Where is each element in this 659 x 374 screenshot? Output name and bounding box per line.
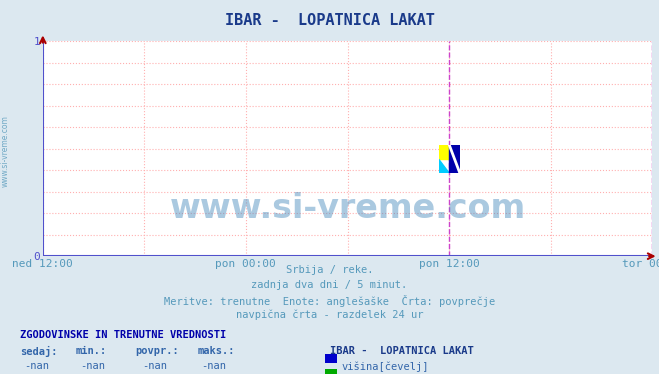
Text: www.si-vreme.com: www.si-vreme.com — [1, 116, 10, 187]
Text: Meritve: trenutne  Enote: anglešaške  Črta: povprečje: Meritve: trenutne Enote: anglešaške Črta… — [164, 295, 495, 307]
Text: -nan: -nan — [24, 361, 49, 371]
Text: -nan: -nan — [142, 361, 167, 371]
Text: www.si-vreme.com: www.si-vreme.com — [169, 192, 526, 226]
Text: IBAR -  LOPATNICA LAKAT: IBAR - LOPATNICA LAKAT — [225, 13, 434, 28]
Bar — [439, 145, 449, 159]
Text: min.:: min.: — [76, 346, 107, 356]
Text: povpr.:: povpr.: — [135, 346, 179, 356]
Text: navpična črta - razdelek 24 ur: navpična črta - razdelek 24 ur — [236, 310, 423, 320]
Text: IBAR -  LOPATNICA LAKAT: IBAR - LOPATNICA LAKAT — [330, 346, 473, 356]
Text: zadnja dva dni / 5 minut.: zadnja dva dni / 5 minut. — [251, 280, 408, 290]
Text: višina[čevelj]: višina[čevelj] — [341, 361, 429, 372]
Text: maks.:: maks.: — [198, 346, 235, 356]
Text: ZGODOVINSKE IN TRENUTNE VREDNOSTI: ZGODOVINSKE IN TRENUTNE VREDNOSTI — [20, 330, 226, 340]
Bar — [449, 145, 460, 174]
Text: Srbija / reke.: Srbija / reke. — [286, 265, 373, 275]
Polygon shape — [439, 159, 449, 174]
Text: -nan: -nan — [202, 361, 227, 371]
Text: -nan: -nan — [80, 361, 105, 371]
Text: sedaj:: sedaj: — [20, 346, 57, 357]
